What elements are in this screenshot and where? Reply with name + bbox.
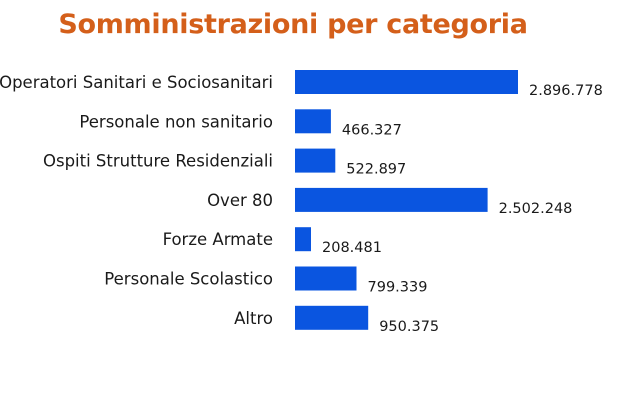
category-label: Altro: [234, 309, 273, 328]
category-label: Operatori Sanitari e Sociosanitari: [0, 73, 273, 92]
value-label: 522.897: [346, 162, 406, 178]
bar: [295, 187, 488, 212]
value-label: 466.327: [342, 122, 402, 138]
bar: [295, 305, 369, 330]
category-label: Over 80: [207, 191, 273, 210]
category-label: Personale Scolastico: [104, 270, 273, 289]
bar: [295, 109, 331, 134]
value-label: 208.481: [322, 240, 382, 256]
category-labels-group: Operatori Sanitari e Sociosanitari Person…: [0, 73, 273, 328]
bar: [295, 148, 336, 173]
value-labels-group: 2.896.778 466.327 522.897 2.502.248 208.481 7…: [322, 83, 603, 335]
category-label: Personale non sanitario: [79, 112, 273, 131]
value-label: 2.502.248: [499, 201, 573, 217]
value-label: 2.896.778: [529, 83, 603, 99]
bar: [295, 266, 357, 291]
bars-group: [295, 70, 518, 330]
category-label: Ospiti Strutture Residenziali: [43, 152, 273, 171]
chart-title: Somministrazioni per categoria: [58, 9, 528, 40]
value-label: 950.375: [379, 319, 439, 335]
bar: [295, 227, 311, 252]
bar: [295, 70, 518, 94]
value-label: 799.339: [368, 280, 428, 296]
category-label: Forze Armate: [163, 230, 273, 249]
